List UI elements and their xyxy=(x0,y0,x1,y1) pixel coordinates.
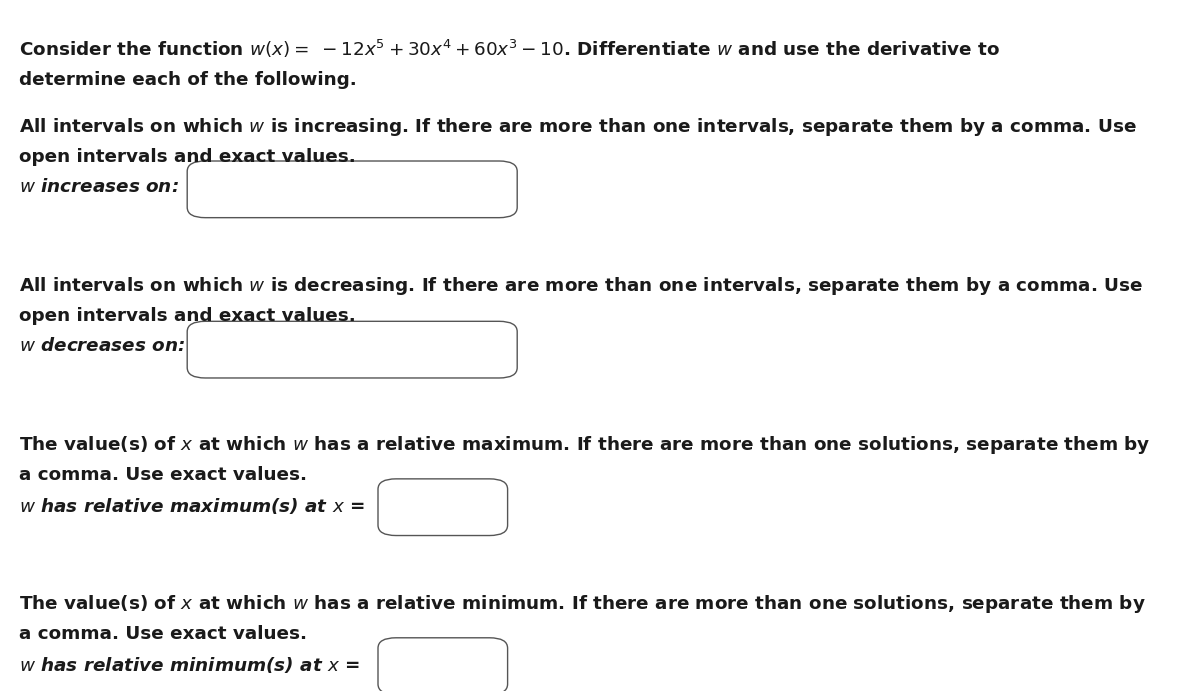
Text: a comma. Use exact values.: a comma. Use exact values. xyxy=(19,466,307,484)
Text: $w$ increases on:: $w$ increases on: xyxy=(19,178,179,196)
Text: open intervals and exact values.: open intervals and exact values. xyxy=(19,148,356,166)
FancyBboxPatch shape xyxy=(378,638,508,691)
Text: All intervals on which $w$ is increasing. If there are more than one intervals, : All intervals on which $w$ is increasing… xyxy=(19,116,1136,138)
Text: $w$ decreases on:: $w$ decreases on: xyxy=(19,337,186,355)
Text: The value(s) of $x$ at which $w$ has a relative minimum. If there are more than : The value(s) of $x$ at which $w$ has a r… xyxy=(19,593,1146,615)
Text: The value(s) of $x$ at which $w$ has a relative maximum. If there are more than : The value(s) of $x$ at which $w$ has a r… xyxy=(19,434,1151,456)
Text: $w$ has relative minimum(s) at $x$ =: $w$ has relative minimum(s) at $x$ = xyxy=(19,655,360,675)
Text: open intervals and exact values.: open intervals and exact values. xyxy=(19,307,356,325)
Text: determine each of the following.: determine each of the following. xyxy=(19,71,356,89)
FancyBboxPatch shape xyxy=(187,321,517,378)
FancyBboxPatch shape xyxy=(187,161,517,218)
Text: All intervals on which $w$ is decreasing. If there are more than one intervals, : All intervals on which $w$ is decreasing… xyxy=(19,275,1144,297)
FancyBboxPatch shape xyxy=(378,479,508,536)
Text: Consider the function $w(x) =\ -12x^5 + 30x^4 + 60x^3 - 10$. Differentiate $w$ a: Consider the function $w(x) =\ -12x^5 + … xyxy=(19,38,1001,60)
Text: a comma. Use exact values.: a comma. Use exact values. xyxy=(19,625,307,643)
Text: $w$ has relative maximum(s) at $x$ =: $w$ has relative maximum(s) at $x$ = xyxy=(19,496,365,516)
